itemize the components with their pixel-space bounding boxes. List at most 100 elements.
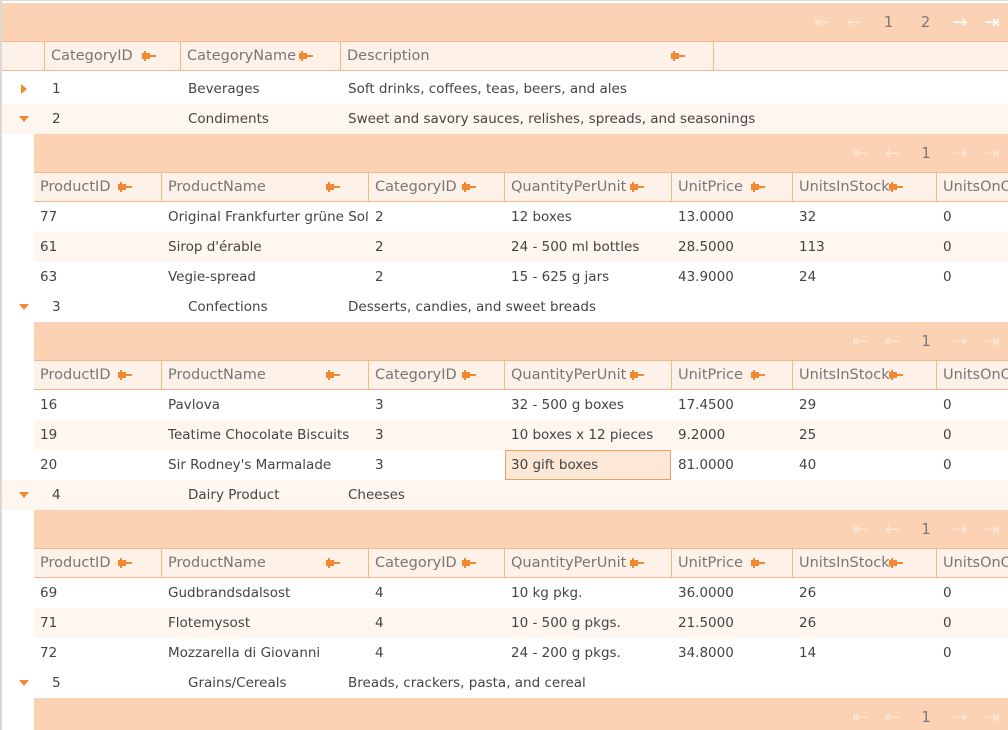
description-cell[interactable]: Cheeses <box>348 487 405 503</box>
product-row[interactable]: 63 Vegie-spread 2 15 - 625 g jars 43.9000 24 0 <box>34 262 1008 292</box>
category-name-cell[interactable]: Confections <box>188 299 268 315</box>
column-header[interactable]: ProductID <box>34 549 162 577</box>
pin-icon[interactable] <box>751 370 765 380</box>
column-header[interactable]: UnitsInStock <box>793 173 937 201</box>
product-cell[interactable]: 4 <box>375 585 384 601</box>
product-cell[interactable]: 34.8000 <box>678 645 734 661</box>
product-cell[interactable]: 72 <box>40 645 58 661</box>
product-cell[interactable]: 0 <box>943 209 952 225</box>
product-cell[interactable]: 25 <box>799 427 817 443</box>
pin-icon[interactable] <box>751 182 765 192</box>
next-page-button[interactable]: → <box>952 330 968 352</box>
first-page-button[interactable]: ⇤ <box>852 518 868 540</box>
product-cell[interactable]: 15 - 625 g jars <box>511 269 610 285</box>
category-id-cell[interactable]: 5 <box>52 675 61 691</box>
product-cell[interactable]: 32 <box>799 209 817 225</box>
product-row[interactable]: 71 Flotemysost 4 10 - 500 g pkgs. 21.5000 26 0 <box>34 608 1008 638</box>
collapse-icon[interactable] <box>18 668 32 698</box>
product-row[interactable]: 20 Sir Rodney's Marmalade 3 30 gift boxes 81… <box>34 450 1008 480</box>
product-cell[interactable]: 9.2000 <box>678 427 726 443</box>
product-cell[interactable]: 40 <box>799 457 817 473</box>
first-page-button[interactable]: ⇤ <box>852 142 868 164</box>
next-page-button[interactable]: → <box>952 11 968 33</box>
product-cell[interactable]: 36.0000 <box>678 585 734 601</box>
pin-icon[interactable] <box>326 182 340 192</box>
column-header[interactable]: UnitPrice <box>672 361 793 389</box>
page-number-button[interactable]: 2 <box>920 13 931 31</box>
master-row[interactable]: 5 Grains/Cereals Breads, crackers, pasta, … <box>2 668 1008 698</box>
pin-icon[interactable] <box>462 370 476 380</box>
column-header[interactable]: ProductID <box>34 173 162 201</box>
product-cell[interactable]: 24 - 500 ml bottles <box>511 239 640 255</box>
product-cell[interactable]: 29 <box>799 397 817 413</box>
column-header[interactable]: QuantityPerUnit <box>505 361 672 389</box>
product-cell[interactable]: 0 <box>943 457 952 473</box>
column-header[interactable]: CategoryID <box>45 42 181 70</box>
category-name-cell[interactable]: Condiments <box>188 111 269 127</box>
column-header[interactable]: UnitsInStock <box>793 549 937 577</box>
prev-page-button[interactable]: ← <box>884 142 900 164</box>
product-cell[interactable]: 3 <box>375 457 384 473</box>
product-cell[interactable]: 71 <box>40 615 58 631</box>
product-cell[interactable]: 69 <box>40 585 58 601</box>
pin-icon[interactable] <box>630 370 644 380</box>
product-cell[interactable]: 3 <box>375 427 384 443</box>
description-cell[interactable]: Breads, crackers, pasta, and cereal <box>348 675 586 691</box>
column-header[interactable]: UnitsInStock <box>793 361 937 389</box>
prev-page-button[interactable]: ← <box>884 518 900 540</box>
product-cell[interactable]: 14 <box>799 645 817 661</box>
page-number-button[interactable]: 1 <box>921 332 931 350</box>
product-cell[interactable]: 61 <box>40 239 58 255</box>
product-cell[interactable]: Flotemysost <box>168 615 251 631</box>
page-number-button[interactable]: 1 <box>921 144 931 162</box>
last-page-button[interactable]: ⇥ <box>984 142 1000 164</box>
column-header[interactable]: UnitPrice <box>672 549 793 577</box>
column-header[interactable]: Description <box>341 42 714 70</box>
prev-page-button[interactable]: ← <box>846 11 862 33</box>
pin-icon[interactable] <box>671 51 685 61</box>
product-cell[interactable]: 12 boxes <box>511 209 572 225</box>
master-row[interactable]: 1 Beverages Soft drinks, coffees, teas, be… <box>2 74 1008 104</box>
product-cell[interactable]: Pavlova <box>168 397 221 413</box>
product-row[interactable]: 77 Original Frankfurter grüne Soße 2 12 box… <box>34 202 1008 232</box>
pin-icon[interactable] <box>889 182 903 192</box>
category-id-cell[interactable]: 2 <box>52 111 61 127</box>
pin-icon[interactable] <box>751 558 765 568</box>
collapse-icon[interactable] <box>18 104 32 134</box>
product-cell[interactable]: 10 - 500 g pkgs. <box>511 615 621 631</box>
column-header[interactable]: UnitsOnOr <box>937 173 1008 201</box>
pin-icon[interactable] <box>630 558 644 568</box>
product-cell[interactable]: 10 boxes x 12 pieces <box>511 427 654 443</box>
pin-icon[interactable] <box>462 182 476 192</box>
last-page-button[interactable]: ⇥ <box>984 330 1000 352</box>
product-cell[interactable]: 2 <box>375 209 384 225</box>
column-header[interactable]: CategoryID <box>369 173 505 201</box>
next-page-button[interactable]: → <box>952 706 968 728</box>
last-page-button[interactable]: ⇥ <box>984 518 1000 540</box>
product-row[interactable]: 69 Gudbrandsdalsost 4 10 kg pkg. 36.0000 26 0 <box>34 578 1008 608</box>
first-page-button[interactable]: ⇤ <box>814 11 830 33</box>
first-page-button[interactable]: ⇤ <box>852 330 868 352</box>
product-cell[interactable]: 0 <box>943 397 952 413</box>
collapse-icon[interactable] <box>18 480 32 510</box>
next-page-button[interactable]: → <box>952 518 968 540</box>
category-id-cell[interactable]: 3 <box>52 299 61 315</box>
product-cell[interactable]: 81.0000 <box>678 457 734 473</box>
category-id-cell[interactable]: 1 <box>52 81 61 97</box>
column-header[interactable]: ProductName <box>162 173 369 201</box>
pin-icon[interactable] <box>889 370 903 380</box>
next-page-button[interactable]: → <box>952 142 968 164</box>
expand-icon[interactable] <box>18 74 32 104</box>
pin-icon[interactable] <box>326 558 340 568</box>
product-cell[interactable]: 24 <box>799 269 817 285</box>
product-cell[interactable]: 26 <box>799 585 817 601</box>
column-header[interactable]: QuantityPerUnit <box>505 549 672 577</box>
category-name-cell[interactable]: Grains/Cereals <box>188 675 287 691</box>
product-cell[interactable]: 0 <box>943 585 952 601</box>
pin-icon[interactable] <box>142 51 156 61</box>
last-page-button[interactable]: ⇥ <box>984 11 1000 33</box>
product-cell[interactable]: 4 <box>375 615 384 631</box>
product-cell[interactable]: Original Frankfurter grüne Soße <box>168 209 368 225</box>
product-cell[interactable]: 4 <box>375 645 384 661</box>
master-row[interactable]: 4 Dairy Product Cheeses <box>2 480 1008 510</box>
